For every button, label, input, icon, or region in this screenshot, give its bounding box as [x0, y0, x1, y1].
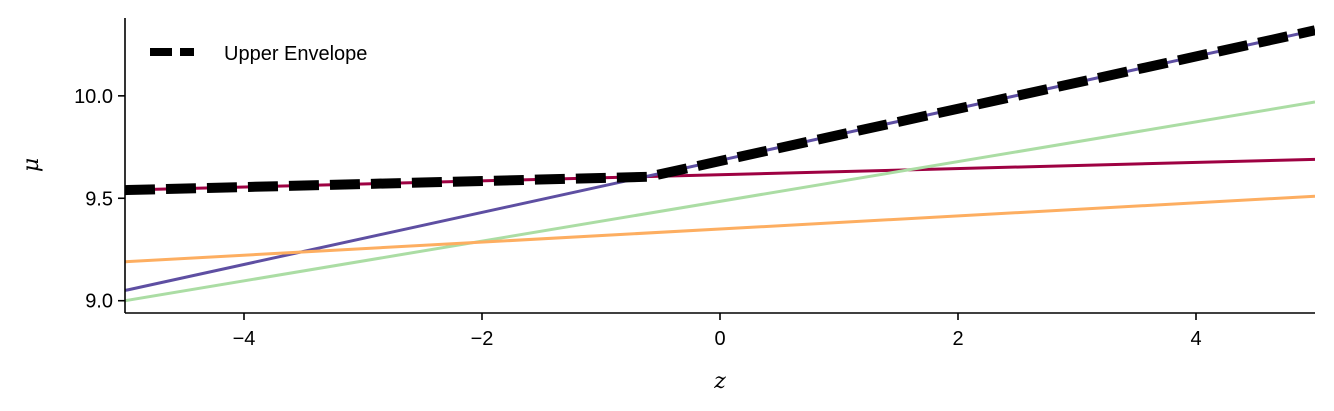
- y-axis-label: μ: [19, 158, 44, 172]
- ticks-layer: −4 −2 0 2 4 9.0 9.5 10.0: [74, 86, 1202, 350]
- x-axis-label: z: [713, 369, 726, 394]
- legend: Upper Envelope: [150, 43, 367, 65]
- series-line-upper-envelope: [125, 25, 1315, 196]
- series-line-1: [125, 157, 1315, 192]
- y-tick-label: 9.0: [85, 291, 113, 313]
- y-tick-label: 10.0: [74, 86, 113, 108]
- series-line-4: [125, 194, 1315, 264]
- x-tick-label: 0: [714, 328, 725, 350]
- x-tick-label: 2: [952, 328, 963, 350]
- x-tick-label: −2: [471, 328, 494, 350]
- series-line-3: [125, 100, 1315, 303]
- x-tick-label: 4: [1190, 328, 1201, 350]
- y-tick-label: 9.5: [85, 188, 113, 210]
- series-layer: [125, 25, 1315, 303]
- legend-label-upper-envelope: Upper Envelope: [224, 43, 367, 65]
- x-tick-label: −4: [233, 328, 256, 350]
